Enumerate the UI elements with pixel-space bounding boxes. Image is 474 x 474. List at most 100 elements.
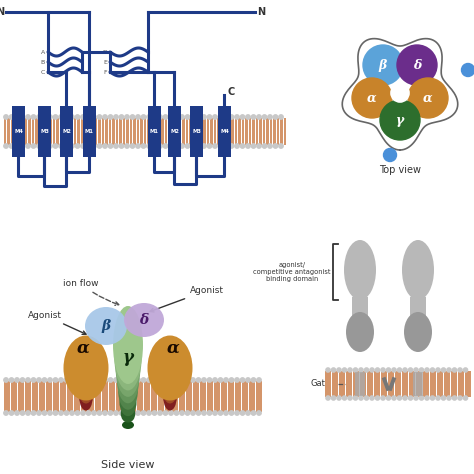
Circle shape xyxy=(196,411,201,415)
Bar xyxy=(8,118,10,145)
Bar xyxy=(4,381,7,412)
Circle shape xyxy=(380,100,420,140)
Circle shape xyxy=(125,144,129,148)
Ellipse shape xyxy=(154,340,186,374)
Bar xyxy=(25,118,27,145)
Ellipse shape xyxy=(67,337,105,387)
Circle shape xyxy=(119,411,124,415)
Bar xyxy=(377,371,380,397)
Circle shape xyxy=(273,144,278,148)
Bar xyxy=(116,381,119,412)
Circle shape xyxy=(164,378,168,382)
Circle shape xyxy=(158,144,162,148)
Circle shape xyxy=(37,144,41,148)
Circle shape xyxy=(97,144,102,148)
Text: δ: δ xyxy=(413,58,421,72)
Circle shape xyxy=(130,115,135,119)
Bar xyxy=(256,381,259,412)
Circle shape xyxy=(136,411,140,415)
Bar xyxy=(381,371,384,397)
Bar xyxy=(172,381,175,412)
Circle shape xyxy=(235,411,239,415)
Bar xyxy=(36,118,38,145)
Circle shape xyxy=(403,368,407,372)
Circle shape xyxy=(9,411,14,415)
Bar xyxy=(60,118,63,145)
Bar xyxy=(190,381,192,412)
Circle shape xyxy=(392,396,396,400)
Bar xyxy=(225,381,228,412)
Ellipse shape xyxy=(116,339,140,397)
Text: E: E xyxy=(103,60,107,64)
Bar xyxy=(39,381,42,412)
Text: agonist/
competitive antagonist
binding domain: agonist/ competitive antagonist binding … xyxy=(254,262,331,282)
Bar xyxy=(207,381,210,412)
Bar xyxy=(175,381,178,412)
Bar xyxy=(28,118,31,145)
Text: α: α xyxy=(167,339,179,356)
Circle shape xyxy=(31,144,36,148)
Circle shape xyxy=(130,144,135,148)
Bar xyxy=(134,118,136,145)
Circle shape xyxy=(375,396,380,400)
Circle shape xyxy=(81,144,85,148)
Circle shape xyxy=(81,378,85,382)
Circle shape xyxy=(48,115,52,119)
Ellipse shape xyxy=(118,372,138,410)
Bar xyxy=(356,371,359,397)
Text: M3: M3 xyxy=(40,129,49,134)
Circle shape xyxy=(97,378,102,382)
Bar xyxy=(168,381,171,412)
Text: N: N xyxy=(0,7,4,17)
Bar xyxy=(127,381,129,412)
Circle shape xyxy=(458,368,462,372)
Bar xyxy=(228,118,230,145)
Circle shape xyxy=(130,411,135,415)
Circle shape xyxy=(235,378,239,382)
Bar xyxy=(221,381,224,412)
Circle shape xyxy=(108,411,113,415)
Bar xyxy=(49,381,52,412)
Text: α: α xyxy=(423,91,433,104)
Circle shape xyxy=(240,115,245,119)
Circle shape xyxy=(196,115,201,119)
Bar xyxy=(109,118,111,145)
Text: M4: M4 xyxy=(220,129,229,134)
Circle shape xyxy=(326,368,330,372)
Circle shape xyxy=(419,368,424,372)
Circle shape xyxy=(213,115,217,119)
Bar xyxy=(137,381,140,412)
Circle shape xyxy=(196,378,201,382)
Circle shape xyxy=(4,378,8,382)
Circle shape xyxy=(458,396,462,400)
Bar xyxy=(130,381,133,412)
Bar xyxy=(343,371,345,397)
Ellipse shape xyxy=(151,337,189,387)
Circle shape xyxy=(268,115,272,119)
Circle shape xyxy=(279,144,283,148)
Bar xyxy=(427,371,429,397)
Circle shape xyxy=(342,396,346,400)
Circle shape xyxy=(464,368,467,372)
Circle shape xyxy=(185,411,190,415)
Bar xyxy=(119,118,122,145)
Bar xyxy=(339,371,342,397)
Circle shape xyxy=(397,45,437,85)
Bar xyxy=(193,118,195,145)
Bar xyxy=(88,381,91,412)
Ellipse shape xyxy=(402,240,434,300)
Bar xyxy=(102,118,104,145)
Ellipse shape xyxy=(75,343,97,393)
Bar xyxy=(249,118,252,145)
Ellipse shape xyxy=(160,352,180,396)
Circle shape xyxy=(59,115,63,119)
Bar xyxy=(67,381,70,412)
Circle shape xyxy=(147,378,151,382)
Bar xyxy=(25,381,28,412)
Ellipse shape xyxy=(122,421,134,429)
Circle shape xyxy=(229,411,234,415)
Circle shape xyxy=(363,45,403,85)
Bar xyxy=(162,118,164,145)
Ellipse shape xyxy=(121,405,135,423)
Bar xyxy=(21,381,24,412)
